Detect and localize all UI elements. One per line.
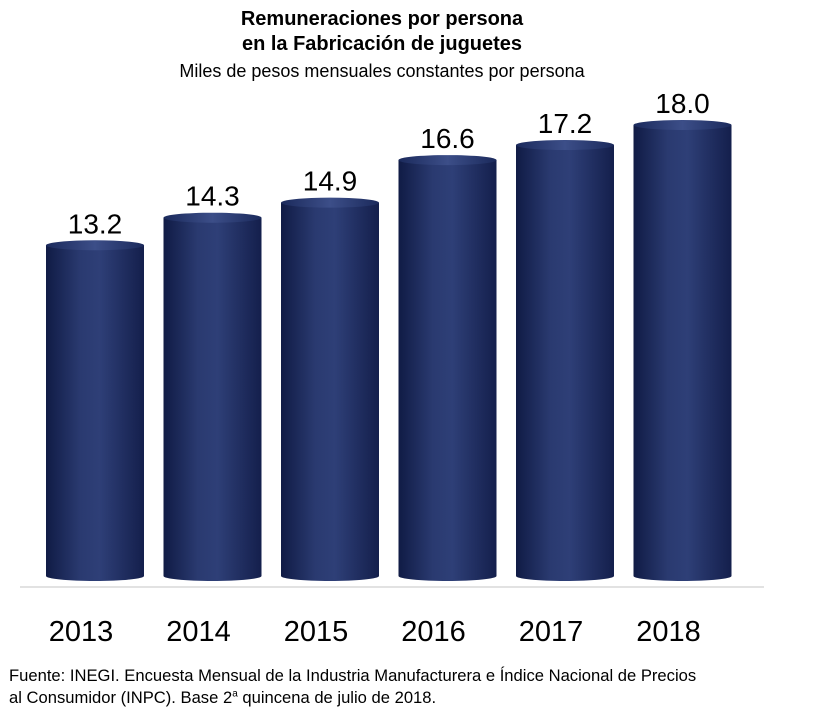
x-tick-label-2013: 2013 [49,616,114,648]
bar-chart: 13.2 2013 14.3 2014 14.9 2015 16.6 2016 17.2 2017… [20,88,764,648]
source-line-1: Fuente: INEGI. Encuesta Mensual de la In… [9,666,697,685]
chart-title-line1: Remuneraciones por persona [240,8,524,30]
x-tick-label-2018: 2018 [636,616,701,648]
bar-2014 [163,212,262,581]
bar-cap [163,212,262,223]
bar-cap [46,240,144,251]
x-tick-label-2015: 2015 [284,616,349,648]
bar-2017 [516,140,614,582]
bar-2015 [281,197,379,581]
source-line-2-a: al Consumidor (INPC). Base 2 [9,688,233,707]
bar-body [46,245,144,581]
x-tick-label-2017: 2017 [519,616,584,648]
data-label-2016: 16.6 [420,123,475,154]
data-label-2013: 13.2 [68,208,123,239]
data-label-2015: 14.9 [303,166,358,197]
chart-title-line2: en la Fabricación de juguetes [241,33,523,55]
data-label-2017: 17.2 [538,108,593,139]
x-tick-label-2014: 2014 [166,616,231,648]
x-tick-label-2016: 2016 [401,616,466,648]
bar-body [633,125,732,581]
bar-2013 [46,240,144,581]
bar-body [163,217,262,581]
bar-cap [633,120,732,130]
source-line-2: al Consumidor (INPC). Base 2a quincena d… [9,687,835,709]
source-line-2-b: quincena de julio de 2018. [237,688,437,707]
data-label-2014: 14.3 [185,181,240,212]
bar-body [398,160,497,582]
bar-cap [516,140,614,151]
data-label-2018: 18.0 [655,88,710,119]
bar-2018 [633,120,732,581]
bar-cap [398,155,497,166]
source-line-2-sup: a [232,688,238,700]
bar-body [516,145,614,582]
bar-body [281,202,379,581]
chart-subtitle: Miles de pesos mensuales constantes por … [179,61,585,81]
bar-cap [281,197,379,208]
bar-2016 [398,155,497,582]
source-note: Fuente: INEGI. Encuesta Mensual de la In… [9,665,835,709]
